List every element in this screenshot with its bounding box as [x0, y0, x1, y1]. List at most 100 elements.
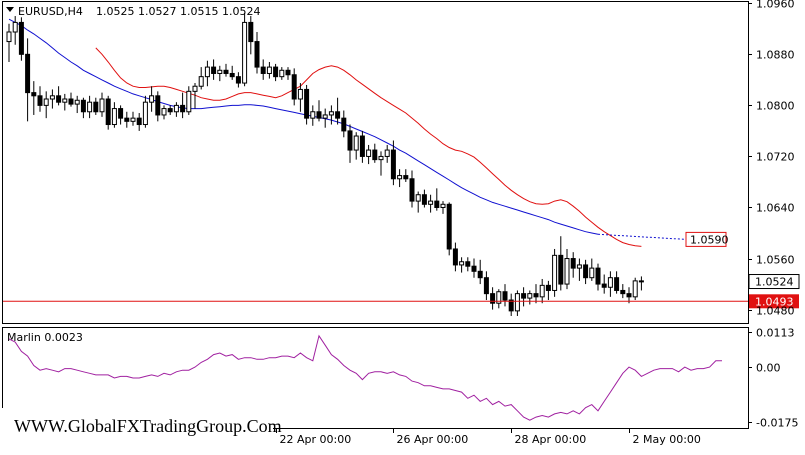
candle-body — [254, 41, 260, 68]
horizontal-line: 1.0493 1.0524 — [3, 274, 800, 309]
candle-body — [248, 21, 254, 43]
candle-body — [87, 101, 93, 113]
candle-body — [310, 111, 316, 119]
candle-body — [378, 155, 384, 161]
candle-body — [539, 284, 545, 298]
candle-body — [260, 66, 266, 74]
ohlc-values: 1.0525 1.0527 1.0515 1.0524 — [96, 5, 260, 18]
candle-body — [235, 76, 241, 84]
ma-projection-box — [685, 231, 727, 247]
candle-body — [118, 108, 124, 119]
time-axis: 22 Apr 00:00 26 Apr 00:00 28 Apr 00:00 2 Ma… — [276, 428, 701, 446]
candle-body — [223, 69, 229, 74]
candle-body — [347, 130, 353, 151]
dropdown-triangle-icon[interactable] — [6, 7, 14, 12]
candle-body — [490, 293, 496, 304]
time-tick-label: 28 Apr 00:00 — [515, 433, 587, 446]
candle-body — [167, 108, 173, 113]
candle-body — [576, 264, 582, 269]
candle-body — [514, 293, 520, 312]
ma-slow-line — [8, 18, 599, 235]
candle-body — [465, 261, 471, 267]
price-tick-label: 1.0800 — [756, 100, 795, 113]
candle-body — [328, 111, 334, 116]
candle-body — [43, 98, 49, 106]
candle-body — [372, 149, 378, 161]
candle-body — [397, 175, 403, 180]
candle-body — [322, 114, 328, 119]
candle-body — [266, 66, 272, 74]
current-price-box — [748, 274, 800, 290]
indicator-tick-label: -0.0175 — [756, 417, 798, 430]
time-tick-label: 2 May 00:00 — [633, 433, 701, 446]
candle-body — [390, 149, 396, 180]
candle-body — [80, 99, 86, 113]
candle-body — [291, 74, 297, 100]
candle-body — [18, 21, 24, 55]
price-tick-label: 1.0880 — [756, 49, 795, 62]
price-tick-label: 1.0960 — [756, 0, 795, 11]
main-panel-frame — [2, 1, 749, 324]
candle-body — [589, 267, 595, 279]
watermark-box — [1, 408, 273, 452]
candle-body — [56, 95, 62, 103]
candle-body — [217, 69, 223, 74]
time-tick-label: 26 Apr 00:00 — [397, 433, 469, 446]
candle-body — [459, 261, 465, 266]
price-tick-label: 1.0480 — [756, 305, 795, 318]
candle-body — [316, 111, 322, 119]
candle-body — [353, 135, 359, 151]
candle-body — [607, 277, 613, 288]
candle-body — [12, 21, 18, 33]
candle-body — [31, 92, 37, 97]
candle-body — [62, 98, 68, 103]
candles — [6, 12, 644, 316]
candle-body — [105, 98, 111, 126]
candle-body — [359, 135, 365, 157]
candle-body — [366, 149, 372, 157]
candle-body — [155, 95, 161, 116]
candle-body — [229, 72, 235, 78]
candle-body — [614, 277, 620, 291]
time-tick-label: 22 Apr 00:00 — [280, 433, 352, 446]
candle-body — [521, 293, 527, 299]
moving-averages: 1.0590 — [8, 18, 729, 247]
candle-body — [446, 203, 452, 250]
candle-body — [111, 108, 117, 126]
candle-body — [403, 175, 409, 180]
support-price-box — [749, 294, 799, 309]
candle-body — [180, 104, 186, 113]
candle-body — [415, 194, 421, 202]
candle-body — [173, 104, 179, 113]
candle-body — [93, 101, 99, 113]
candle-body — [149, 95, 155, 103]
candle-body — [471, 265, 477, 272]
ma-projection-label: 1.0590 — [690, 233, 729, 246]
indicator-tick-label: 0.00 — [756, 362, 781, 375]
candle-body — [198, 76, 204, 87]
candle-body — [452, 248, 458, 266]
candle-body — [25, 53, 31, 94]
candle-body — [601, 283, 607, 288]
candle-body — [583, 264, 589, 279]
candle-body — [211, 66, 217, 74]
support-price-label: 1.0493 — [755, 295, 794, 308]
indicator-tick-label: 0.0113 — [756, 327, 795, 340]
candle-body — [502, 291, 508, 301]
candle-body — [6, 31, 12, 43]
price-tick-label: 1.0640 — [756, 202, 795, 215]
candle-body — [273, 66, 279, 78]
candle-body — [421, 194, 427, 205]
candle-body — [335, 111, 341, 119]
candle-body — [558, 254, 564, 285]
candle-body — [124, 117, 130, 122]
candle-body — [242, 21, 248, 84]
candle-body — [204, 66, 210, 78]
candle-body — [136, 117, 142, 126]
candle-body — [533, 293, 539, 298]
current-price-label: 1.0524 — [755, 276, 794, 289]
candle-body — [477, 270, 483, 279]
price-tick-label: 1.0720 — [756, 151, 795, 164]
